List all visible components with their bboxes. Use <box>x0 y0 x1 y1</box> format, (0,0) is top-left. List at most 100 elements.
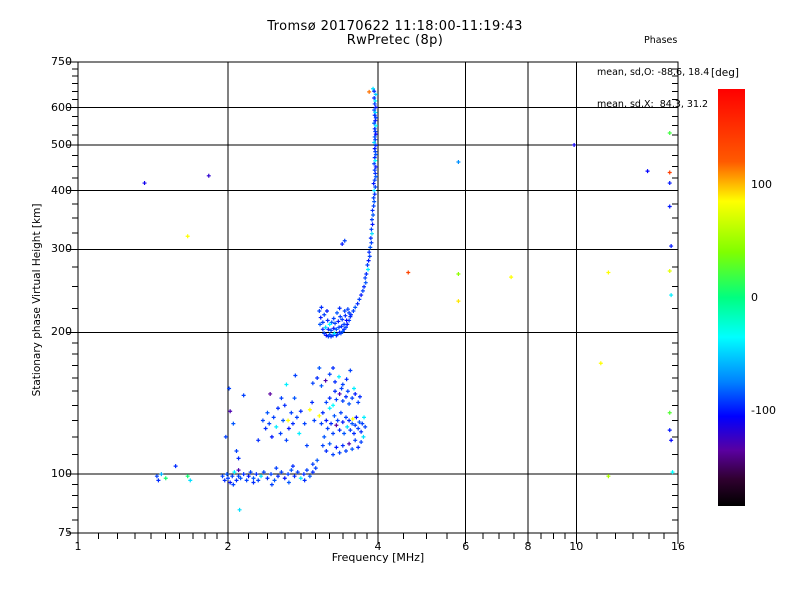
data-point <box>228 480 233 485</box>
y-axis-label: Stationary phase Virtual Height [km] <box>31 203 43 397</box>
phase-stats-o-mode: mean, sd,O: -88.6, 18.4 <box>597 66 710 78</box>
data-point <box>340 329 345 334</box>
data-point <box>373 105 378 110</box>
data-point <box>350 421 355 426</box>
data-point <box>325 426 330 431</box>
x-tick-label: 10 <box>569 540 584 553</box>
data-point <box>373 123 378 128</box>
data-point <box>317 366 322 371</box>
data-point <box>331 403 336 408</box>
data-point <box>335 418 340 423</box>
data-point <box>254 472 259 477</box>
data-point <box>606 474 611 479</box>
data-point <box>317 413 322 418</box>
data-point <box>336 325 341 330</box>
data-point <box>241 393 246 398</box>
data-point <box>366 267 371 272</box>
data-point <box>236 474 241 479</box>
data-point <box>456 299 461 304</box>
y-tick-label: 100 <box>51 467 72 481</box>
data-point <box>363 275 368 280</box>
data-point <box>337 391 342 396</box>
data-point <box>307 474 312 479</box>
data-point <box>331 452 336 457</box>
data-point <box>226 476 230 481</box>
y-tick-label: 600 <box>51 100 72 114</box>
phase-stats-title: Phases <box>644 34 678 46</box>
data-point <box>363 280 368 285</box>
data-point <box>302 478 307 483</box>
data-point <box>348 368 353 373</box>
data-point <box>320 410 325 415</box>
data-point <box>343 415 348 420</box>
data-point <box>318 322 323 327</box>
data-point <box>295 470 300 475</box>
data-point <box>261 470 266 475</box>
data-point <box>315 458 320 463</box>
data-point <box>357 420 362 425</box>
plot-subtitle: RwPretec (8p) <box>346 33 444 48</box>
data-point <box>350 447 355 452</box>
data-point <box>343 325 348 330</box>
y-tick-label: 400 <box>51 183 72 197</box>
data-point <box>667 428 672 433</box>
data-point <box>335 310 340 315</box>
data-point <box>298 409 303 414</box>
data-point <box>251 480 256 485</box>
data-point <box>265 410 270 415</box>
y-tick-label: 750 <box>51 55 72 68</box>
data-point <box>320 320 325 325</box>
data-point <box>364 272 369 277</box>
data-point <box>238 476 243 481</box>
data-point <box>307 407 312 412</box>
colorbar-tick-label: 0 <box>751 291 758 304</box>
data-point <box>331 316 336 321</box>
data-point <box>269 434 274 439</box>
data-point <box>317 309 322 314</box>
data-point <box>231 482 236 487</box>
data-point <box>365 263 370 268</box>
data-point <box>456 272 461 277</box>
data-point <box>338 331 343 336</box>
data-point <box>350 396 355 401</box>
data-point <box>269 472 274 477</box>
data-point <box>237 507 242 512</box>
data-point <box>340 242 345 247</box>
data-point <box>343 448 348 453</box>
data-point <box>340 398 345 403</box>
data-point <box>327 441 332 446</box>
data-point <box>318 315 323 320</box>
y-tick-label: 75 <box>58 526 72 539</box>
data-point <box>598 361 603 366</box>
data-point <box>337 450 342 455</box>
data-point <box>373 143 378 148</box>
data-point <box>372 188 377 193</box>
data-point <box>332 413 337 418</box>
data-point <box>359 440 364 445</box>
x-axis-label: Frequency [MHz] <box>331 551 425 564</box>
data-point <box>372 101 377 106</box>
data-point <box>372 192 377 197</box>
data-point <box>363 424 368 429</box>
data-point <box>334 327 339 332</box>
data-point <box>342 322 347 327</box>
data-point <box>360 421 365 426</box>
data-point <box>281 418 286 423</box>
data-point <box>206 173 211 178</box>
data-point <box>373 185 378 190</box>
data-point <box>310 381 315 386</box>
y-tick-label: 300 <box>51 242 72 256</box>
data-point <box>142 181 147 186</box>
data-point <box>572 142 577 147</box>
data-point <box>289 410 294 415</box>
data-point <box>224 472 229 477</box>
data-point <box>269 482 274 487</box>
data-point <box>329 328 334 333</box>
data-point <box>347 310 352 315</box>
data-point <box>256 478 261 483</box>
data-point <box>272 478 277 483</box>
data-point <box>312 418 317 423</box>
data-point <box>232 470 237 475</box>
data-point <box>371 195 376 200</box>
data-point <box>347 441 352 446</box>
